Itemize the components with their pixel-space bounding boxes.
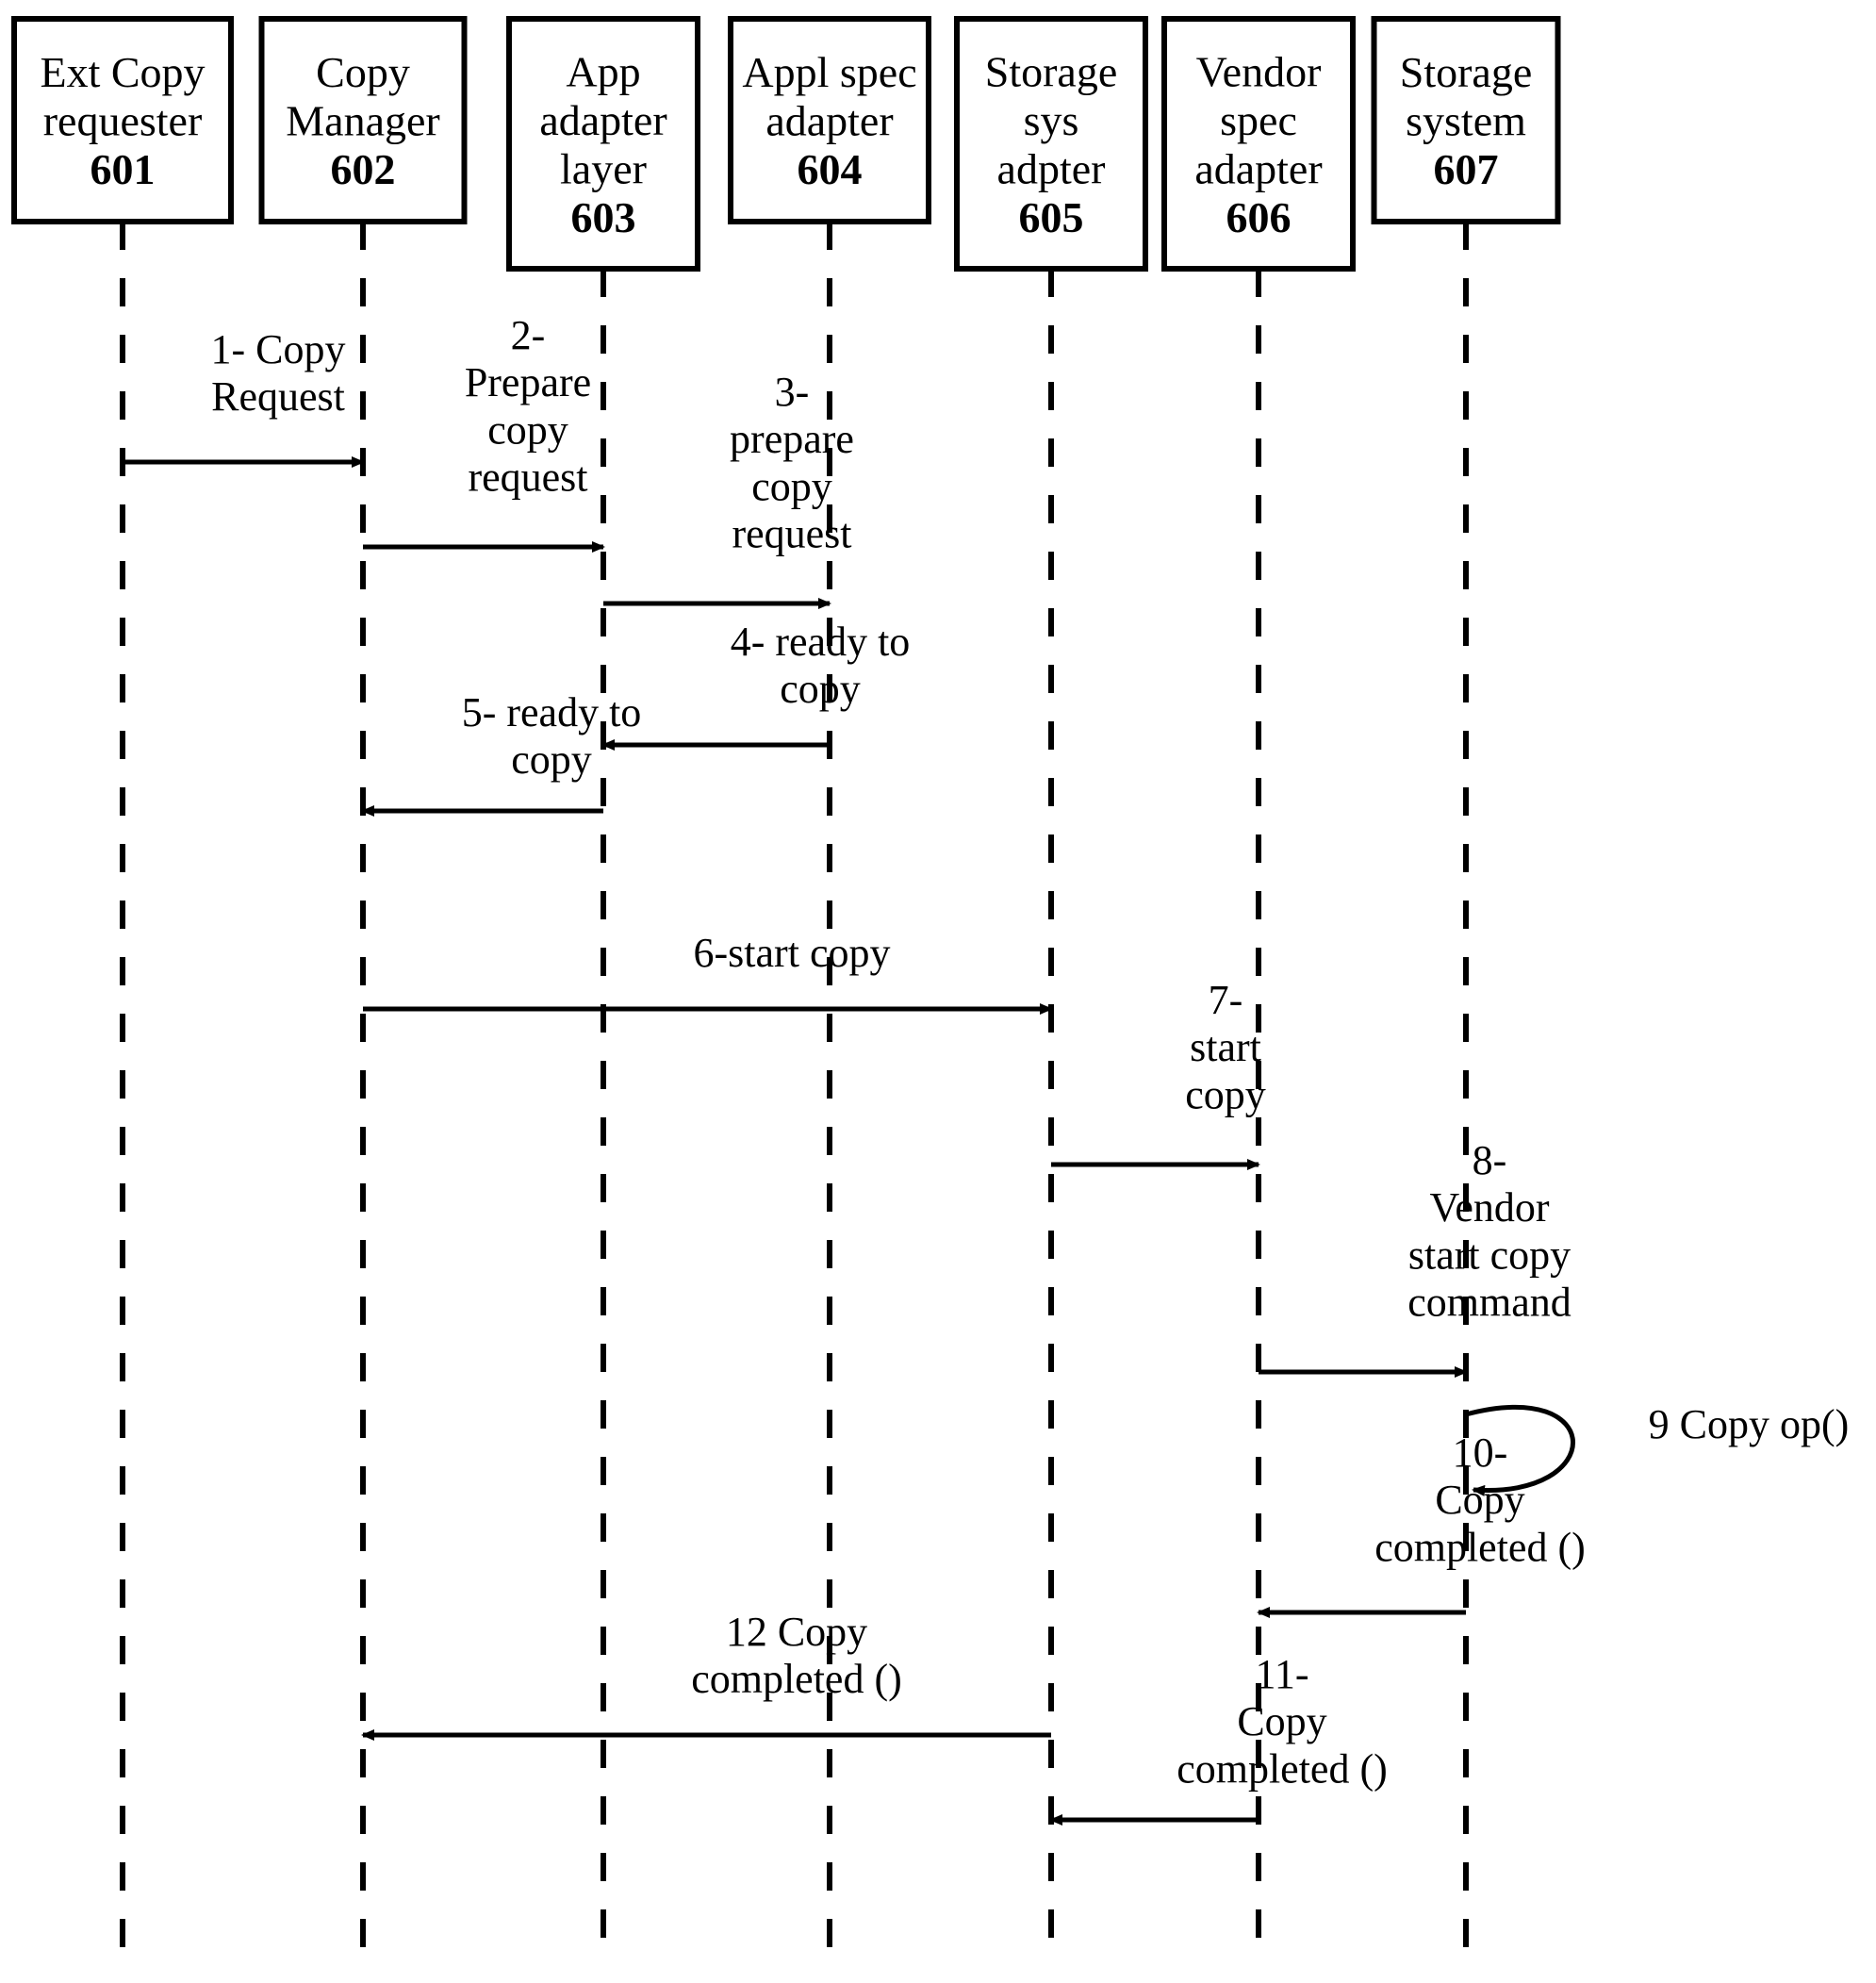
svg-text:copy: copy <box>487 406 568 453</box>
sequence-diagram: Ext Copyrequester601CopyManager602Appada… <box>0 0 1876 1983</box>
svg-text:607: 607 <box>1434 145 1499 193</box>
svg-text:602: 602 <box>331 145 396 193</box>
svg-text:copy: copy <box>1185 1071 1266 1117</box>
svg-text:11-: 11- <box>1255 1651 1308 1697</box>
svg-text:completed (): completed () <box>1374 1524 1586 1570</box>
svg-text:Copy: Copy <box>316 48 410 96</box>
svg-text:Appl spec: Appl spec <box>742 48 916 96</box>
svg-text:606: 606 <box>1226 193 1292 241</box>
svg-text:start: start <box>1190 1024 1261 1070</box>
svg-text:request: request <box>468 454 587 500</box>
svg-text:App: App <box>566 47 640 95</box>
svg-text:layer: layer <box>560 144 647 192</box>
svg-text:prepare: prepare <box>730 416 854 462</box>
svg-text:sys: sys <box>1024 96 1079 144</box>
svg-text:605: 605 <box>1019 193 1084 241</box>
svg-text:system: system <box>1406 97 1526 145</box>
svg-text:adapter: adapter <box>765 97 893 145</box>
svg-text:7-: 7- <box>1209 977 1243 1023</box>
svg-text:6-start copy: 6-start copy <box>694 930 891 976</box>
svg-text:adpter: adpter <box>997 144 1106 192</box>
svg-text:9 Copy op(): 9 Copy op() <box>1649 1401 1850 1447</box>
svg-text:Request: Request <box>211 373 345 420</box>
svg-text:adapter: adapter <box>539 96 666 144</box>
svg-text:601: 601 <box>91 145 156 193</box>
svg-text:603: 603 <box>571 193 636 241</box>
svg-text:2-: 2- <box>511 312 546 358</box>
svg-text:adapter: adapter <box>1194 144 1322 192</box>
svg-text:604: 604 <box>798 145 863 193</box>
svg-text:completed (): completed () <box>691 1656 902 1702</box>
svg-text:Ext Copy: Ext Copy <box>40 48 205 96</box>
svg-text:copy: copy <box>751 463 832 509</box>
svg-text:command: command <box>1407 1279 1572 1325</box>
svg-text:Vendor: Vendor <box>1196 47 1322 95</box>
svg-text:4- ready to: 4- ready to <box>731 619 911 665</box>
svg-text:Storage: Storage <box>985 47 1118 95</box>
svg-text:3-: 3- <box>775 369 810 415</box>
svg-text:start copy: start copy <box>1408 1231 1571 1278</box>
svg-text:request: request <box>732 510 851 556</box>
svg-text:Storage: Storage <box>1400 48 1533 96</box>
svg-text:copy: copy <box>780 666 861 712</box>
svg-text:Vendor: Vendor <box>1429 1184 1549 1231</box>
svg-text:12 Copy: 12 Copy <box>726 1609 867 1655</box>
svg-text:5- ready to: 5- ready to <box>462 689 642 735</box>
svg-text:10-: 10- <box>1453 1429 1508 1476</box>
svg-text:completed (): completed () <box>1177 1745 1388 1792</box>
svg-text:Copy: Copy <box>1435 1477 1524 1523</box>
svg-text:copy: copy <box>511 736 592 783</box>
svg-text:Prepare: Prepare <box>465 359 591 405</box>
svg-text:spec: spec <box>1220 96 1297 144</box>
svg-text:Manager: Manager <box>286 97 439 145</box>
svg-text:requester: requester <box>43 97 203 145</box>
svg-text:1- Copy: 1- Copy <box>211 326 346 372</box>
svg-text:Copy: Copy <box>1237 1698 1326 1744</box>
svg-text:8-: 8- <box>1473 1137 1507 1183</box>
